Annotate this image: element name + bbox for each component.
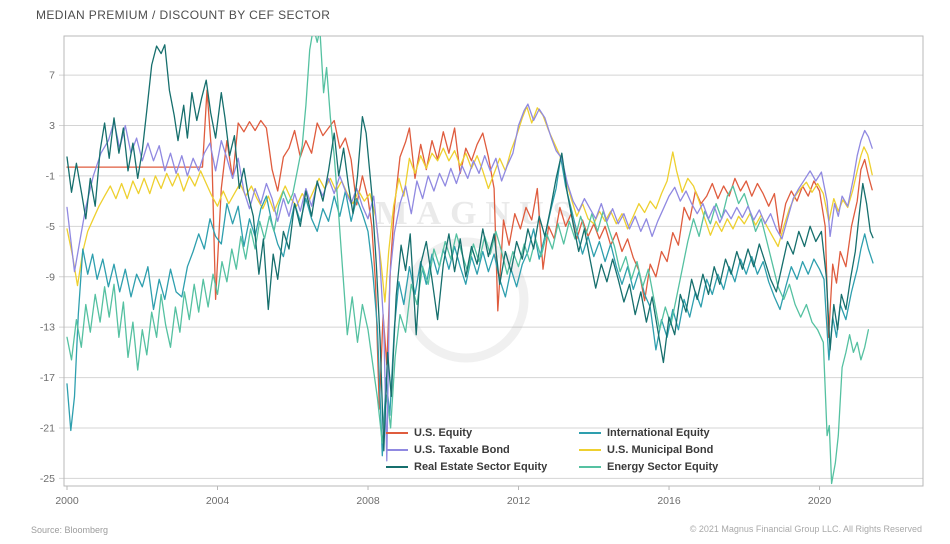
series-line-u-s-taxable-bond bbox=[66, 103, 873, 462]
series-line-international-equity bbox=[66, 156, 874, 457]
source-note: Source: Bloomberg bbox=[31, 525, 109, 535]
x-axis-labels: 2000 2004 2008 2012 2016 2020 bbox=[55, 486, 831, 507]
page-title: MEDIAN PREMIUM / DISCOUNT BY CEF SECTOR bbox=[36, 8, 331, 22]
x-tick-label: 2008 bbox=[356, 495, 380, 507]
series-line-energy-sector-equity bbox=[66, 36, 870, 485]
y-tick-label: -13 bbox=[40, 322, 55, 334]
x-tick-label: 2012 bbox=[507, 495, 531, 507]
y-tick-label: -5 bbox=[46, 221, 55, 233]
x-tick-label: 2020 bbox=[808, 495, 832, 507]
y-axis-labels: 7 3 -1 -5 -9 -13 -17 -21 -25 bbox=[40, 70, 55, 485]
y-tick-label: 7 bbox=[49, 70, 55, 82]
plot-border bbox=[63, 35, 924, 487]
x-tick-label: 2016 bbox=[657, 495, 681, 507]
x-tick-label: 2004 bbox=[206, 495, 230, 507]
copyright-note: © 2021 Magnus Financial Group LLC. All R… bbox=[689, 524, 922, 534]
y-tick-label: -21 bbox=[40, 423, 55, 435]
y-tick-label: -1 bbox=[46, 170, 55, 182]
x-tick-label: 2000 bbox=[55, 495, 79, 507]
y-tick-label: 3 bbox=[49, 120, 55, 132]
series-line-u-s-equity bbox=[66, 89, 873, 410]
series-lines bbox=[66, 36, 874, 485]
y-tick-label: -17 bbox=[40, 372, 55, 384]
y-tick-label: -25 bbox=[40, 473, 55, 485]
gridlines bbox=[59, 74, 923, 479]
series-line-real-estate-sector-equity bbox=[66, 44, 874, 452]
y-tick-label: -9 bbox=[46, 271, 55, 283]
